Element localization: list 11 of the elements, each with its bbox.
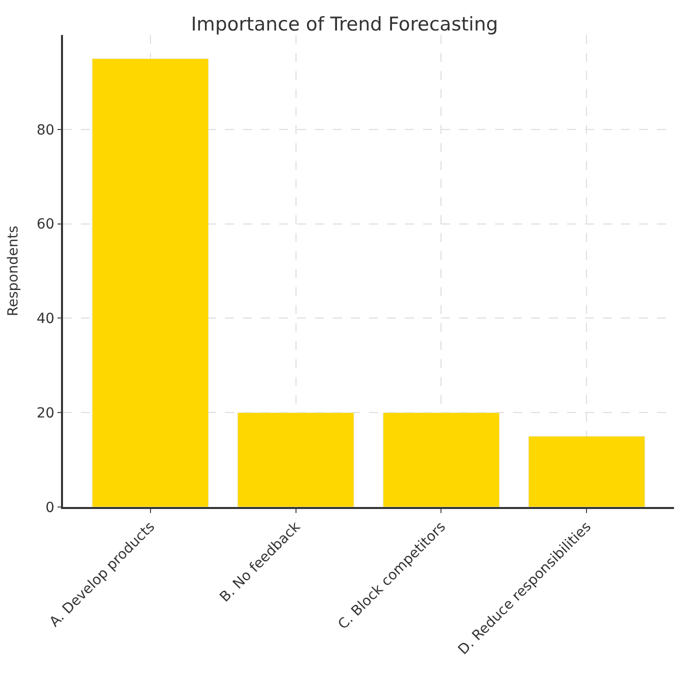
y-tick-label: 0 [46,500,54,516]
bar [528,436,646,507]
y-tick-label: 80 [36,122,54,138]
y-axis-title: Respondents [6,226,22,316]
chart-title: Importance of Trend Forecasting [190,13,498,36]
bar [382,412,500,507]
y-tick-label: 60 [36,216,54,233]
bar [237,412,354,507]
bar [92,58,209,507]
y-tick-label: 40 [36,311,54,328]
y-tick-label: 20 [36,406,54,422]
